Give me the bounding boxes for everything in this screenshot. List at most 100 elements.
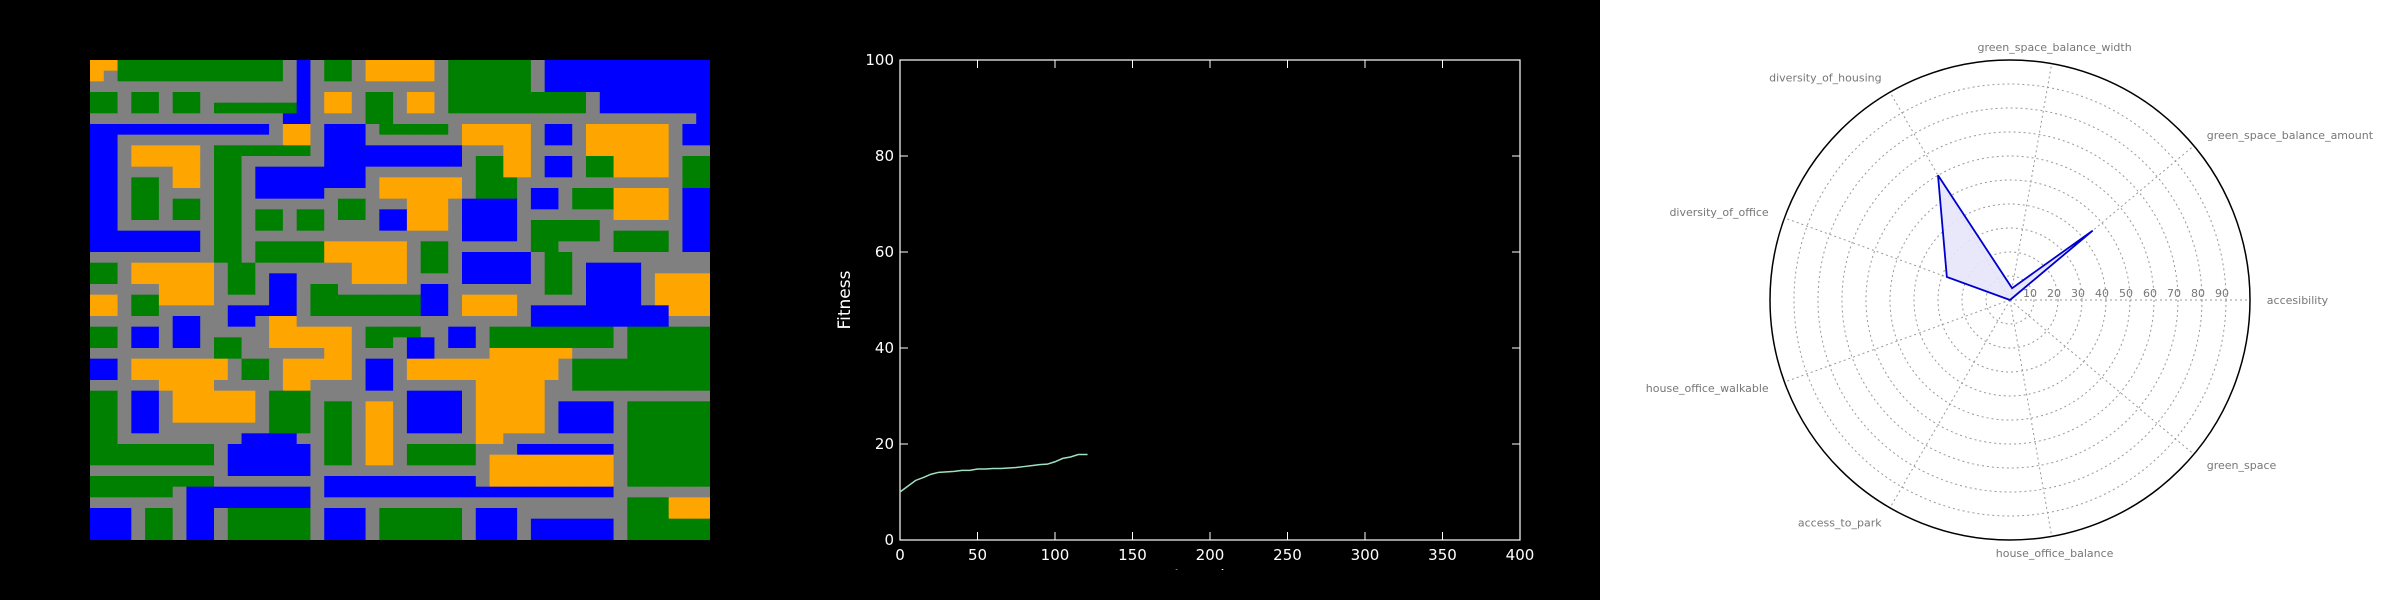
- road-cell: [269, 476, 284, 488]
- office-cell: [613, 284, 628, 296]
- house-cell: [668, 284, 683, 296]
- road-cell: [475, 348, 490, 360]
- green-cell: [654, 241, 670, 253]
- road-cell: [324, 273, 339, 285]
- road-cell: [586, 177, 601, 189]
- green-cell: [654, 337, 670, 349]
- road-cell: [668, 390, 683, 402]
- office-cell: [572, 422, 587, 434]
- office-cell: [241, 305, 256, 317]
- green-cell: [544, 220, 559, 232]
- house-cell: [586, 134, 601, 146]
- road-cell: [117, 145, 132, 157]
- road-cell: [599, 113, 614, 125]
- house-cell: [489, 294, 504, 306]
- road-cell: [172, 252, 187, 264]
- green-cell: [503, 92, 518, 104]
- road-cell: [475, 465, 490, 477]
- road-cell: [310, 422, 325, 434]
- office-cell: [158, 230, 174, 242]
- green-cell: [420, 529, 435, 540]
- green-cell: [158, 518, 174, 530]
- road-cell: [241, 294, 256, 306]
- road-cell: [172, 465, 187, 477]
- radial-tick-label: 60: [2143, 287, 2157, 300]
- road-cell: [90, 380, 105, 392]
- office-cell: [117, 518, 132, 530]
- road-cell: [296, 476, 311, 488]
- radial-tick-label: 20: [2047, 287, 2061, 300]
- house-cell: [517, 145, 532, 157]
- office-cell: [379, 380, 394, 392]
- road-cell: [530, 508, 546, 520]
- road-cell: [241, 113, 256, 125]
- house-cell: [145, 156, 160, 168]
- road-cell: [117, 262, 132, 274]
- green-cell: [406, 124, 422, 136]
- green-cell: [682, 358, 697, 370]
- green-cell: [462, 454, 477, 466]
- house-cell: [420, 358, 435, 370]
- office-cell: [131, 412, 146, 424]
- office-cell: [599, 444, 614, 456]
- green-cell: [489, 337, 504, 349]
- green-cell: [696, 433, 710, 445]
- office-cell: [296, 81, 311, 93]
- road-cell: [420, 497, 435, 509]
- road-cell: [558, 188, 573, 200]
- green-cell: [586, 220, 601, 232]
- road-cell: [172, 305, 187, 317]
- road-cell: [200, 166, 215, 178]
- green-cell: [613, 230, 628, 242]
- road-cell: [503, 433, 518, 445]
- office-cell: [90, 198, 105, 210]
- road-cell: [255, 273, 270, 285]
- green-cell: [489, 102, 504, 114]
- house-cell: [90, 305, 105, 317]
- office-cell: [145, 326, 160, 338]
- house-cell: [654, 198, 670, 210]
- road-cell: [351, 454, 366, 466]
- road-cell: [310, 476, 325, 488]
- road-cell: [214, 316, 229, 328]
- road-cell: [255, 476, 270, 488]
- green-cell: [668, 476, 683, 488]
- x-tick-label: 150: [1118, 546, 1147, 564]
- house-cell: [434, 209, 449, 221]
- house-cell: [462, 305, 477, 317]
- road-cell: [172, 497, 187, 509]
- office-cell: [200, 518, 215, 530]
- road-cell: [131, 166, 146, 178]
- house-cell: [338, 337, 353, 349]
- green-cell: [489, 326, 504, 338]
- road-cell: [117, 422, 132, 434]
- house-cell: [668, 273, 683, 285]
- office-cell: [90, 188, 105, 200]
- office-cell: [448, 412, 463, 424]
- road-cell: [186, 422, 201, 434]
- house-cell: [131, 273, 146, 285]
- office-cell: [696, 241, 710, 253]
- green-cell: [668, 465, 683, 477]
- road-cell: [103, 252, 118, 264]
- green-cell: [310, 305, 325, 317]
- road-cell: [227, 358, 242, 370]
- green-cell: [214, 145, 229, 157]
- road-cell: [530, 294, 546, 306]
- green-cell: [90, 390, 105, 402]
- house-cell: [338, 348, 353, 360]
- y-tick-label: 100: [865, 51, 894, 69]
- road-cell: [338, 81, 353, 93]
- road-cell: [462, 284, 477, 296]
- green-cell: [324, 444, 339, 456]
- office-cell: [475, 262, 490, 274]
- y-tick-label: 80: [875, 147, 894, 165]
- road-cell: [158, 465, 174, 477]
- road-cell: [269, 81, 284, 93]
- road-cell: [517, 433, 532, 445]
- road-cell: [393, 422, 408, 434]
- office-cell: [462, 476, 477, 488]
- house-cell: [158, 294, 174, 306]
- office-cell: [558, 444, 573, 456]
- office-cell: [599, 316, 614, 328]
